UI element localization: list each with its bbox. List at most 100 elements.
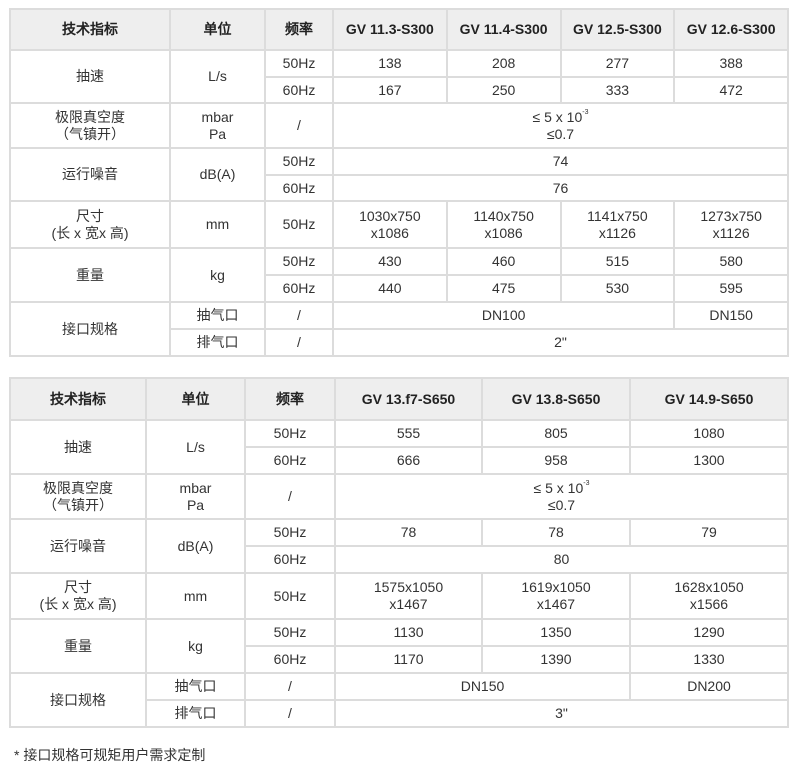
table-row: 尺寸 (长 x 宽x 高) mm 50Hz 1030x750 x1086 1140x…	[9, 200, 789, 249]
freq-cell: 50Hz	[264, 49, 334, 78]
row-label-noise: 运行噪音	[9, 518, 147, 574]
freq-cell: 60Hz	[244, 645, 336, 674]
header-spec: 技术指标	[9, 8, 171, 51]
unit-noise: dB(A)	[169, 147, 266, 202]
value-cell: 167	[332, 76, 448, 104]
unit-size: mm	[169, 200, 266, 249]
unit-weight: kg	[145, 618, 246, 674]
size-line: 1273x750	[700, 207, 762, 224]
size-line: x1086	[370, 224, 409, 241]
table-row: 运行噪音 dB(A) 50Hz 74	[9, 147, 789, 202]
unit-ultimate: mbar Pa	[145, 473, 246, 520]
value-cell: 333	[559, 76, 676, 104]
label-line: 极限真空度	[55, 108, 125, 125]
header-unit: 单位	[145, 377, 246, 421]
unit-line: Pa	[208, 125, 227, 142]
value-cell: 1080	[629, 419, 789, 448]
row-label-size: 尺寸 (长 x 宽x 高)	[9, 200, 171, 249]
spec-table-s300: 技术指标 单位 频率 GV 11.3-S300 GV 11.4-S300 GV …	[9, 8, 789, 357]
model-header: GV 12.5-S300	[559, 8, 676, 51]
size-line: x1467	[536, 596, 576, 612]
table-row: 60Hz 80	[10, 545, 789, 574]
value-cell: 80	[334, 545, 789, 574]
unit-size: mm	[145, 572, 246, 620]
value-cell: 555	[334, 419, 483, 448]
row-label-noise: 运行噪音	[9, 147, 171, 202]
row-label-weight: 重量	[9, 247, 171, 303]
label-line: 尺寸	[64, 579, 92, 595]
value-cell: 1030x750 x1086	[332, 200, 448, 249]
freq-cell: 60Hz	[264, 174, 334, 202]
header-spec: 技术指标	[9, 377, 147, 421]
label-line: （气镇开）	[55, 125, 125, 142]
row-label-size: 尺寸 (长 x 宽x 高)	[9, 572, 147, 620]
size-line: 1030x750	[359, 207, 421, 224]
unit-speed: L/s	[169, 49, 266, 104]
ultimate-pa: ≤0.7	[547, 496, 576, 513]
ultimate-pa: ≤0.7	[546, 125, 575, 142]
table-row: 抽速 L/s 50Hz 138 208 277 388	[9, 49, 789, 104]
size-line: x1126	[598, 224, 636, 241]
freq-cell: /	[264, 328, 334, 357]
freq-cell: 60Hz	[264, 274, 334, 303]
model-header: GV 14.9-S650	[629, 377, 789, 421]
freq-cell: 50Hz	[264, 200, 334, 249]
row-label-port: 接口规格	[9, 672, 147, 728]
sub-label-outlet: 排气口	[169, 328, 266, 357]
label-line: （气镇开）	[43, 496, 113, 513]
value-cell: 1575x1050 x1467	[334, 572, 483, 620]
value-cell: 208	[445, 49, 562, 78]
value-cell: 1290	[629, 618, 789, 647]
value-cell: 1300	[629, 446, 789, 475]
table-row: 60Hz 1170 1390 1330	[10, 645, 789, 674]
header-row: 技术指标 单位 频率 GV 13.f7-S650 GV 13.8-S650 GV…	[9, 377, 789, 421]
unit-line: mbar	[179, 479, 212, 496]
freq-cell: 60Hz	[244, 446, 336, 475]
value-cell: 472	[673, 76, 789, 104]
value-cell: 1273x750 x1126	[673, 200, 789, 249]
freq-cell: /	[244, 473, 336, 520]
value-cell: 1130	[334, 618, 483, 647]
freq-cell: 50Hz	[244, 572, 336, 620]
size-line: x1086	[484, 224, 523, 241]
header-freq: 频率	[264, 8, 334, 51]
value-cell: 277	[559, 49, 676, 78]
size-line: 1141x750	[587, 207, 648, 224]
header-row: 技术指标 单位 频率 GV 11.3-S300 GV 11.4-S300 GV …	[9, 8, 789, 51]
value-cell: 2"	[332, 328, 789, 357]
unit-noise: dB(A)	[145, 518, 246, 574]
table-row: 排气口 / 2"	[10, 328, 789, 357]
footnote: * 接口规格可规矩用户需求定制	[14, 747, 206, 763]
value-cell: 138	[332, 49, 448, 78]
freq-cell: 60Hz	[244, 545, 336, 574]
value-cell: 958	[481, 446, 631, 475]
value-cell: 460	[445, 247, 562, 276]
size-line: x1126	[712, 224, 750, 241]
unit-line: Pa	[186, 496, 205, 513]
value-cell: DN200	[629, 672, 789, 701]
freq-cell: /	[244, 699, 336, 728]
value-cell: 580	[673, 247, 789, 276]
table-row: 60Hz 666 958 1300	[10, 446, 789, 475]
row-label-ultimate: 极限真空度 （气镇开）	[9, 473, 147, 520]
spec-table-s650: 技术指标 单位 频率 GV 13.f7-S650 GV 13.8-S650 GV…	[9, 377, 789, 728]
table-row: 尺寸 (长 x 宽x 高) mm 50Hz 1575x1050 x1467 1619…	[9, 572, 789, 620]
size-line: x1467	[389, 596, 428, 612]
value-cell: DN100	[331, 301, 676, 330]
exponent: -3	[582, 108, 589, 116]
value-cell: 1140x750 x1086	[445, 200, 562, 249]
sub-label-inlet: 抽气口	[169, 301, 266, 330]
row-label-speed: 抽速	[9, 419, 147, 475]
size-line: 1628x1050	[674, 579, 744, 595]
row-label-port: 接口规格	[9, 301, 171, 357]
value-cell: 78	[334, 518, 483, 547]
header-unit: 单位	[169, 8, 266, 51]
sub-label-inlet: 抽气口	[145, 672, 246, 701]
header-freq: 频率	[244, 377, 336, 421]
freq-cell: /	[244, 672, 336, 701]
value-cell: 515	[559, 247, 676, 276]
freq-cell: 50Hz	[264, 247, 334, 276]
size-line: 1619x1050	[521, 579, 591, 595]
model-header: GV 11.4-S300	[445, 8, 562, 51]
table-row: 极限真空度 （气镇开） mbar Pa / ≤ 5 x 10-3 ≤0.7	[9, 473, 789, 520]
